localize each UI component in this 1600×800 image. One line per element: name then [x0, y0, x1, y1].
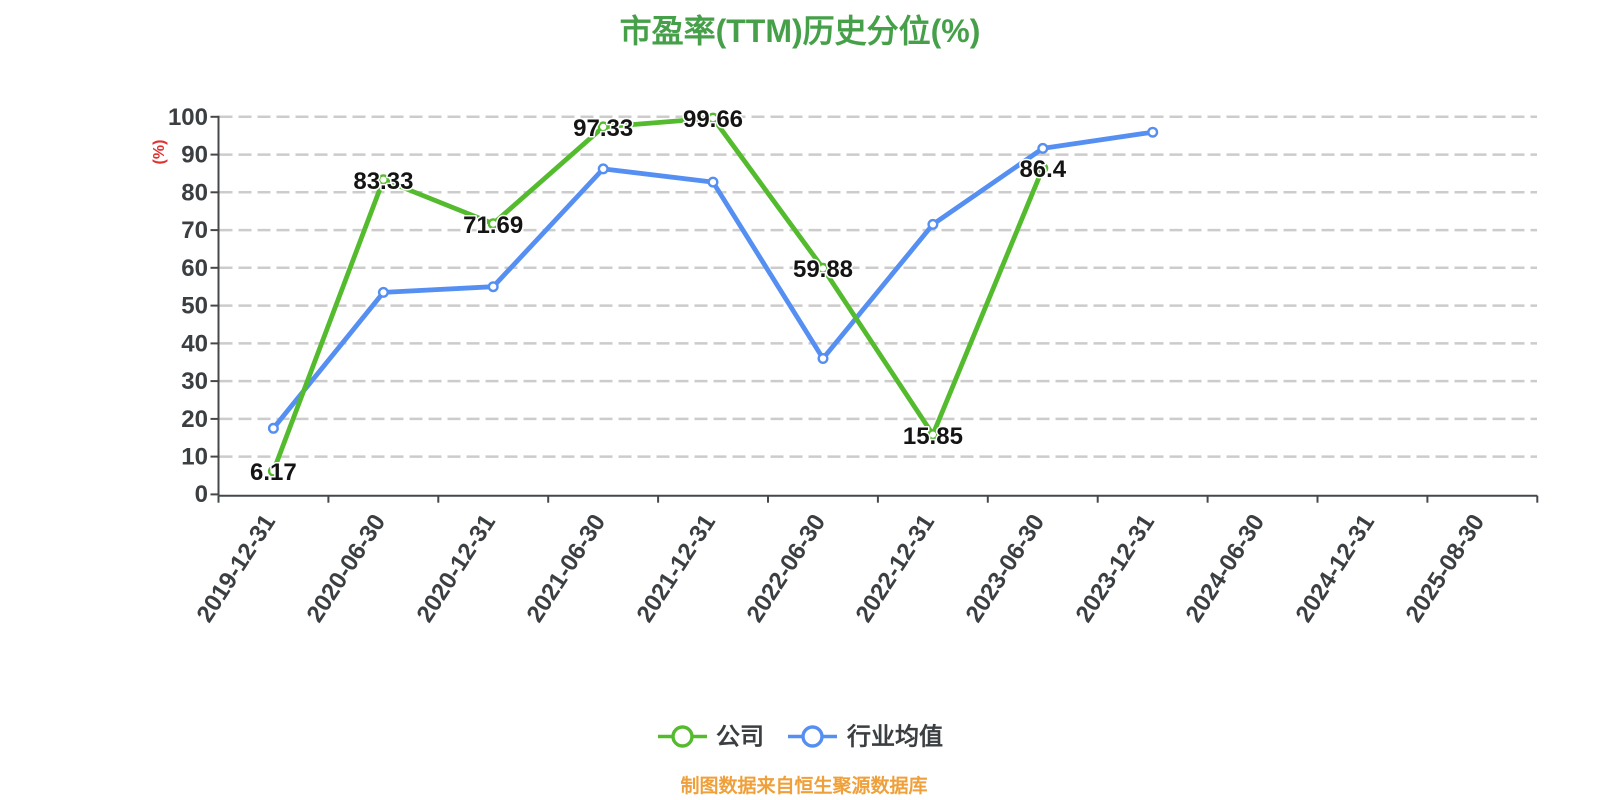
svg-text:公司: 公司 [716, 724, 764, 751]
svg-text:(%): (%) [151, 140, 168, 165]
svg-text:40: 40 [181, 330, 208, 357]
svg-text:86.4: 86.4 [1019, 156, 1066, 183]
svg-text:市盈率(TTM)历史分位(%): 市盈率(TTM)历史分位(%) [620, 13, 981, 49]
svg-text:制图数据来自恒生聚源数据库: 制图数据来自恒生聚源数据库 [680, 774, 927, 797]
svg-text:6.17: 6.17 [250, 459, 297, 486]
svg-text:70: 70 [181, 217, 208, 244]
svg-text:71.69: 71.69 [463, 212, 523, 239]
svg-text:99.66: 99.66 [683, 106, 743, 133]
svg-text:60: 60 [181, 255, 208, 282]
svg-text:10: 10 [181, 444, 208, 471]
svg-text:80: 80 [181, 179, 208, 206]
svg-text:83.33: 83.33 [353, 168, 413, 195]
svg-text:90: 90 [181, 142, 208, 169]
svg-text:97.33: 97.33 [573, 115, 633, 142]
svg-text:行业均值: 行业均值 [846, 723, 943, 751]
svg-text:50: 50 [181, 293, 208, 320]
svg-text:30: 30 [181, 368, 208, 395]
svg-text:0: 0 [195, 481, 208, 508]
svg-text:59.88: 59.88 [793, 256, 853, 283]
svg-text:100: 100 [168, 104, 208, 131]
svg-text:15.85: 15.85 [903, 423, 963, 450]
svg-text:20: 20 [181, 406, 208, 433]
